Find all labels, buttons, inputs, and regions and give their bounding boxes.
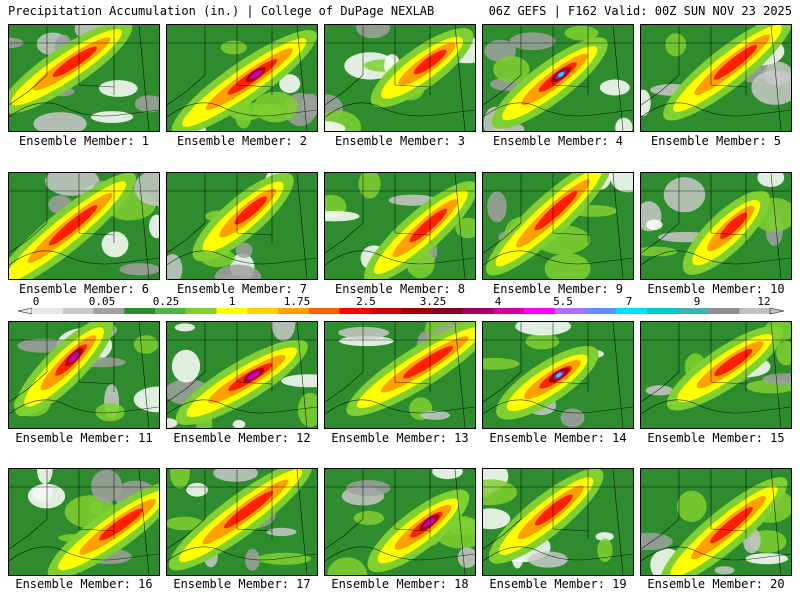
ensemble-member-label: Ensemble Member: 6 xyxy=(18,282,150,296)
precip-map-graphic xyxy=(9,322,159,428)
legend-tick-label: 0 xyxy=(33,296,40,308)
ensemble-member-label: Ensemble Member: 7 xyxy=(176,282,308,296)
ensemble-member-label: Ensemble Member: 9 xyxy=(492,282,624,296)
ensemble-member-label: Ensemble Member: 19 xyxy=(489,577,627,591)
precip-map-graphic xyxy=(483,469,633,575)
precip-map-graphic xyxy=(325,25,475,131)
precip-map-graphic xyxy=(641,469,791,575)
legend-tick-label: 0.25 xyxy=(153,296,180,308)
precip-map-graphic xyxy=(483,322,633,428)
legend-tick-label: 1 xyxy=(229,296,236,308)
legend-tick-label: 1.75 xyxy=(284,296,311,308)
legend-color-swatch xyxy=(462,308,494,314)
ensemble-member-map xyxy=(8,321,160,429)
legend-color-swatch xyxy=(62,308,94,314)
model-run-info: 06Z GEFS | F162 Valid: 00Z SUN NOV 23 20… xyxy=(488,4,792,18)
ensemble-member-map xyxy=(166,321,318,429)
ensemble-member-map xyxy=(640,24,792,132)
ensemble-member-map xyxy=(482,468,634,576)
legend-color-swatch xyxy=(339,308,371,314)
ensemble-member-label: Ensemble Member: 4 xyxy=(492,134,624,148)
ensemble-member-map xyxy=(166,172,318,280)
legend-color-swatch xyxy=(616,308,648,314)
precip-map-graphic xyxy=(167,469,317,575)
precip-map-graphic xyxy=(483,25,633,131)
legend-color-swatch xyxy=(524,308,556,314)
legend-tick-label: 12 xyxy=(757,296,770,308)
ensemble-member-map xyxy=(324,468,476,576)
precip-map-graphic xyxy=(9,469,159,575)
legend-tick-label: 7 xyxy=(626,296,633,308)
legend-tick-label: 9 xyxy=(694,296,701,308)
ensemble-member-label: Ensemble Member: 15 xyxy=(647,431,785,445)
legend-color-swatch xyxy=(708,308,740,314)
legend-color-swatch xyxy=(308,308,340,314)
legend-color-swatch xyxy=(32,308,64,314)
ensemble-member-map xyxy=(324,172,476,280)
legend-color-swatch xyxy=(185,308,217,314)
ensemble-member-label: Ensemble Member: 2 xyxy=(176,134,308,148)
precip-map-graphic xyxy=(641,173,791,279)
legend-color-swatch xyxy=(216,308,248,314)
ensemble-member-label: Ensemble Member: 3 xyxy=(334,134,466,148)
ensemble-member-label: Ensemble Member: 11 xyxy=(15,431,153,445)
ensemble-member-map xyxy=(8,468,160,576)
legend-tick-label: 3.25 xyxy=(420,296,447,308)
ensemble-member-map xyxy=(324,24,476,132)
ensemble-member-label: Ensemble Member: 10 xyxy=(647,282,785,296)
legend-color-swatch xyxy=(247,308,279,314)
legend-color-swatch xyxy=(124,308,156,314)
precip-map-graphic xyxy=(483,173,633,279)
legend-color-swatch xyxy=(677,308,709,314)
ensemble-member-map xyxy=(324,321,476,429)
precip-map-graphic xyxy=(641,322,791,428)
legend-color-swatch xyxy=(93,308,125,314)
ensemble-member-map xyxy=(640,468,792,576)
legend-color-swatch xyxy=(370,308,402,314)
legend-color-swatch xyxy=(647,308,679,314)
legend-tick-label: 2.5 xyxy=(356,296,376,308)
ensemble-member-label: Ensemble Member: 13 xyxy=(331,431,469,445)
precip-map-graphic xyxy=(167,25,317,131)
legend-tick-label: 4 xyxy=(495,296,502,308)
ensemble-member-label: Ensemble Member: 18 xyxy=(331,577,469,591)
legend-color-swatch xyxy=(554,308,586,314)
legend-color-swatch xyxy=(493,308,525,314)
precip-map-graphic xyxy=(325,173,475,279)
ensemble-member-map xyxy=(166,468,318,576)
precip-map-graphic xyxy=(325,469,475,575)
precip-map-graphic xyxy=(325,322,475,428)
ensemble-member-map xyxy=(482,24,634,132)
ensemble-member-label: Ensemble Member: 1 xyxy=(18,134,150,148)
map-title: Precipitation Accumulation (in.) | Colle… xyxy=(8,4,435,18)
ensemble-member-label: Ensemble Member: 12 xyxy=(173,431,311,445)
ensemble-member-label: Ensemble Member: 16 xyxy=(15,577,153,591)
precip-color-legend: 0 0.05 0.25 1 1.75 2.5 3.25 4 5.5 7 9 12 xyxy=(17,296,785,315)
ensemble-member-label: Ensemble Member: 8 xyxy=(334,282,466,296)
legend-color-swatch xyxy=(585,308,617,314)
ensemble-member-label: Ensemble Member: 14 xyxy=(489,431,627,445)
precip-map-graphic xyxy=(167,173,317,279)
ensemble-member-map xyxy=(482,172,634,280)
ensemble-member-map xyxy=(166,24,318,132)
legend-color-swatch xyxy=(155,308,187,314)
legend-tick-label: 5.5 xyxy=(553,296,573,308)
legend-tick-label: 0.05 xyxy=(89,296,116,308)
legend-color-swatch xyxy=(739,308,771,314)
legend-color-swatch xyxy=(401,308,433,314)
ensemble-member-map xyxy=(8,172,160,280)
precip-map-graphic xyxy=(9,173,159,279)
ensemble-member-map xyxy=(640,321,792,429)
precip-map-graphic xyxy=(9,25,159,131)
ensemble-member-label: Ensemble Member: 5 xyxy=(650,134,782,148)
ensemble-member-label: Ensemble Member: 20 xyxy=(647,577,785,591)
legend-color-swatch xyxy=(431,308,463,314)
ensemble-member-map xyxy=(482,321,634,429)
precip-map-graphic xyxy=(167,322,317,428)
ensemble-member-label: Ensemble Member: 17 xyxy=(173,577,311,591)
ensemble-member-map xyxy=(8,24,160,132)
legend-color-swatch xyxy=(278,308,310,314)
ensemble-member-map xyxy=(640,172,792,280)
precip-map-graphic xyxy=(641,25,791,131)
